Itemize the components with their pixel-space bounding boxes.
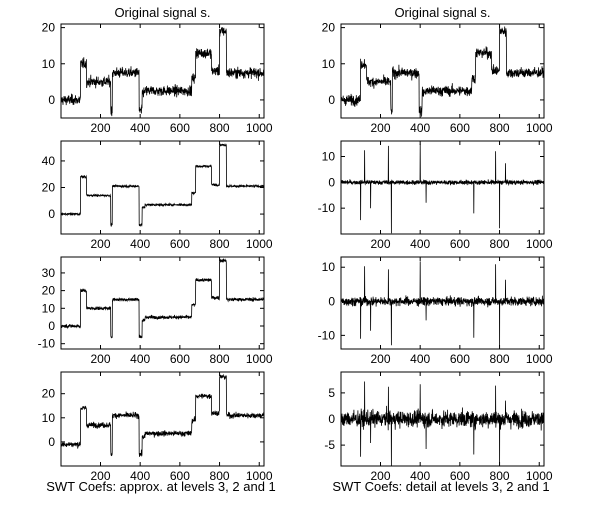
- orig-left-xtick-label: 1000: [246, 121, 273, 135]
- detail-1-ytick-label: -5: [324, 438, 335, 452]
- approx-2-xtick-label: 800: [210, 352, 230, 366]
- approx-2-ytick-label: 0: [48, 319, 55, 333]
- approx-2-ytick-label: 20: [42, 284, 56, 298]
- approx-3-ytick-label: 40: [42, 154, 56, 168]
- orig-right-axes-box: [340, 23, 545, 119]
- detail-3-series-line: [341, 143, 544, 234]
- detail-3-ytick-label: 0: [328, 175, 335, 189]
- approx-1-xtick-label: 800: [210, 469, 230, 483]
- detail-3-xtick-label: 800: [490, 237, 510, 251]
- detail-1-xtick-label: 800: [490, 469, 510, 483]
- orig-left-xtick-label: 600: [170, 121, 190, 135]
- orig-left-ytick-label: 0: [48, 93, 55, 107]
- approx-2-xtick-label: 400: [130, 352, 150, 366]
- detail-1-series-line: [341, 381, 544, 466]
- detail-bottom-label: SWT Coefs: detail at levels 3, 2 and 1: [332, 479, 549, 494]
- orig-right-title: Original signal s.: [394, 5, 490, 20]
- approx-1-series-line: [61, 373, 264, 457]
- orig-left-xtick-label: 200: [90, 121, 110, 135]
- approx-3-ytick-label: 0: [48, 207, 55, 221]
- orig-left-xtick-label: 400: [130, 121, 150, 135]
- detail-2-series-line: [341, 261, 544, 347]
- panel-orig-left: 200 400 600 800 1000 0 10 20 Original signal s.: [42, 5, 273, 135]
- approx-1-ytick-label: 0: [48, 435, 55, 449]
- orig-right-series-line: [341, 26, 544, 117]
- approx-1-axes-box: [60, 371, 265, 467]
- detail-3-xtick-label: 1000: [526, 237, 553, 251]
- detail-1-xtick-label: 400: [410, 469, 430, 483]
- approx-1-xtick-label: 200: [90, 469, 110, 483]
- approx-1-ytick-label: 20: [42, 387, 56, 401]
- panel-approx-1: 200 400 600 800 1000 0 10 20: [42, 371, 273, 483]
- panel-detail-1: 200 400 600 800 1000 -5 0 5: [324, 371, 553, 483]
- panel-orig-right: 200 400 600 800 1000 0 10 20 Original signal s.: [322, 5, 553, 135]
- detail-2-xtick-label: 400: [410, 352, 430, 366]
- approx-2-ytick-label: 10: [42, 301, 56, 315]
- panel-detail-3: 200 400 600 800 1000 -10 0 10: [318, 140, 553, 251]
- panel-approx-2: 200 400 600 800 1000 -10 0 10 20 30: [38, 256, 273, 366]
- detail-3-xtick-label: 400: [410, 237, 430, 251]
- detail-3-xtick-label: 200: [370, 237, 390, 251]
- approx-1-xtick-label: 600: [170, 469, 190, 483]
- detail-2-axes-box: [340, 256, 545, 350]
- orig-right-ytick-label: 20: [322, 21, 336, 35]
- approx-1-ytick-label: 10: [42, 411, 56, 425]
- approx-3-xtick-label: 200: [90, 237, 110, 251]
- detail-3-ytick-label: 10: [322, 150, 336, 164]
- approx-3-xtick-label: 1000: [246, 237, 273, 251]
- approx-3-xtick-label: 800: [210, 237, 230, 251]
- orig-right-ytick-label: 10: [322, 57, 336, 71]
- detail-1-xtick-label: 200: [370, 469, 390, 483]
- approx-2-axes-box: [60, 256, 265, 350]
- detail-1-xtick-label: 1000: [526, 469, 553, 483]
- detail-2-xtick-label: 200: [370, 352, 390, 366]
- approx-2-series-line: [61, 258, 264, 339]
- approx-2-ytick-label: 30: [42, 266, 56, 280]
- detail-1-ytick-label: 0: [328, 412, 335, 426]
- orig-left-xtick-label: 800: [210, 121, 230, 135]
- detail-3-axes-box: [340, 140, 545, 235]
- panel-approx-3: 200 400 600 800 1000 0 20 40: [42, 140, 273, 251]
- orig-right-xtick-label: 800: [490, 121, 510, 135]
- orig-right-xtick-label: 200: [370, 121, 390, 135]
- approx-2-xtick-label: 1000: [246, 352, 273, 366]
- approx-3-series-line: [61, 143, 264, 228]
- detail-3-ytick-label: -10: [318, 201, 336, 215]
- orig-right-xtick-label: 600: [450, 121, 470, 135]
- approx-3-xtick-label: 600: [170, 237, 190, 251]
- orig-left-ytick-label: 10: [42, 57, 56, 71]
- approx-1-xtick-label: 1000: [246, 469, 273, 483]
- detail-2-xtick-label: 1000: [526, 352, 553, 366]
- detail-1-xtick-label: 600: [450, 469, 470, 483]
- orig-left-ytick-label: 20: [42, 21, 56, 35]
- orig-right-ytick-label: 0: [328, 93, 335, 107]
- detail-2-ytick-label: 0: [328, 294, 335, 308]
- approx-3-ytick-label: 20: [42, 181, 56, 195]
- approx-1-xtick-label: 400: [130, 469, 150, 483]
- orig-left-title: Original signal s.: [114, 5, 210, 20]
- approx-2-xtick-label: 600: [170, 352, 190, 366]
- approx-2-ytick-label: -10: [38, 337, 56, 351]
- approx-2-xtick-label: 200: [90, 352, 110, 366]
- orig-right-xtick-label: 400: [410, 121, 430, 135]
- orig-left-series-line: [61, 27, 264, 117]
- approx-3-xtick-label: 400: [130, 237, 150, 251]
- detail-2-ytick-label: -10: [318, 328, 336, 342]
- detail-2-ytick-label: 10: [322, 260, 336, 274]
- panel-detail-2: 200 400 600 800 1000 -10 0 10: [318, 256, 553, 366]
- detail-3-xtick-label: 600: [450, 237, 470, 251]
- approx-bottom-label: SWT Coefs: approx. at levels 3, 2 and 1: [46, 479, 276, 494]
- detail-2-xtick-label: 800: [490, 352, 510, 366]
- detail-1-ytick-label: 5: [328, 386, 335, 400]
- orig-left-axes-box: [60, 23, 265, 119]
- detail-2-xtick-label: 600: [450, 352, 470, 366]
- orig-right-xtick-label: 1000: [526, 121, 553, 135]
